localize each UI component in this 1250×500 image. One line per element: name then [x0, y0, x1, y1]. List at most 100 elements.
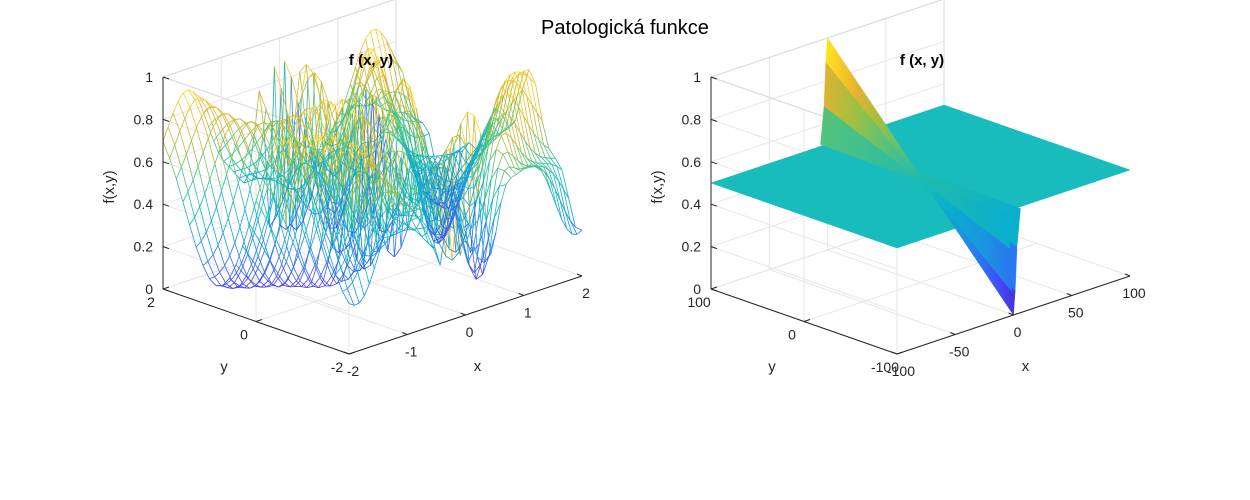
x-tick-mark: [891, 351, 898, 355]
mesh-line-y: [298, 220, 304, 248]
mesh-line-y: [241, 123, 248, 132]
mesh-line-y: [280, 151, 287, 157]
mesh-line-x: [344, 191, 352, 209]
mesh-line-y: [187, 179, 194, 193]
mesh-line-x: [500, 110, 508, 135]
mesh-line-x: [333, 163, 341, 186]
z-tick-label: 0: [145, 281, 153, 297]
mesh-line-y: [247, 268, 254, 279]
mesh-line-x: [290, 76, 299, 102]
mesh-line-x: [349, 73, 358, 99]
mesh-line-x: [322, 229, 330, 254]
mesh-line-y: [358, 206, 364, 248]
mesh-line-x: [277, 120, 285, 127]
mesh-line-y: [211, 206, 217, 221]
mesh-line-y: [464, 205, 471, 219]
mesh-line-y: [369, 209, 376, 228]
mesh-line-y: [489, 132, 495, 161]
x-tick-label: 2: [582, 285, 590, 301]
mesh-line-y: [473, 115, 480, 198]
mesh-line-x: [434, 221, 442, 236]
mesh-line-x: [346, 128, 354, 152]
mesh-line-y: [484, 160, 490, 201]
mesh-line-x: [559, 200, 568, 229]
mesh-line-y: [361, 120, 368, 136]
mesh-line-y: [470, 200, 476, 254]
mesh-line-y: [347, 158, 354, 168]
mesh-line-x: [307, 148, 315, 165]
mesh-line-y: [304, 116, 311, 157]
mesh-line-x: [420, 168, 428, 198]
mesh-line-y: [236, 130, 243, 144]
mesh-line-x: [421, 236, 429, 244]
mesh-line-y: [320, 138, 327, 145]
mesh-line-y: [278, 147, 284, 173]
mesh-line-x: [491, 106, 499, 136]
mesh-line-x: [468, 142, 476, 150]
mesh-line-y: [430, 171, 437, 220]
mesh-line-x: [269, 239, 277, 260]
mesh-line-x: [347, 288, 355, 306]
mesh-line-x: [545, 157, 553, 165]
mesh-line-y: [343, 102, 350, 133]
mesh-line-x: [501, 114, 510, 129]
mesh-line-x: [230, 148, 238, 157]
mesh-line-x: [475, 182, 484, 202]
mesh-line-x: [378, 243, 386, 252]
mesh-line-x: [337, 191, 345, 218]
mesh-line-x: [286, 242, 294, 262]
mesh-line-y: [184, 107, 191, 119]
mesh-line-x: [470, 153, 478, 156]
mesh-line-x: [400, 112, 408, 122]
mesh-line-x: [335, 120, 343, 125]
mesh-line-x: [476, 134, 485, 155]
mesh-line-y: [221, 174, 227, 192]
mesh-line-y: [222, 217, 229, 234]
mesh-line-x: [263, 121, 272, 132]
mesh-line-x: [345, 233, 353, 249]
mesh-line-y: [320, 81, 327, 123]
z-axis-label: f(x,y): [101, 170, 118, 203]
mesh-line-x: [515, 90, 523, 121]
mesh-line-x: [508, 119, 516, 129]
mesh-line-x: [392, 198, 400, 221]
mesh-line-y: [266, 148, 273, 165]
mesh-line-y: [214, 272, 220, 278]
mesh-line-x: [456, 200, 465, 228]
mesh-line-x: [316, 182, 324, 211]
mesh-line-x: [310, 150, 319, 164]
mesh-line-x: [360, 117, 368, 121]
mesh-line-x: [359, 116, 367, 119]
mesh-line-x: [454, 181, 463, 210]
mesh-line-y: [323, 260, 329, 281]
mesh-line-y: [251, 215, 258, 235]
mesh-line-y: [295, 172, 302, 185]
mesh-line-x: [469, 201, 477, 207]
mesh-line-y: [499, 170, 505, 187]
mesh-line-y: [366, 120, 373, 173]
x-tick-label: -100: [887, 363, 915, 379]
mesh-line-x: [356, 224, 364, 243]
y-tick-mark: [896, 351, 904, 355]
mesh-line-x: [218, 117, 226, 136]
mesh-line-x: [405, 196, 413, 203]
mesh-line-x: [265, 108, 273, 128]
mesh-line-x: [351, 104, 359, 109]
x-tick-mark: [1008, 312, 1014, 316]
mesh-line-x: [377, 179, 385, 203]
mesh-line-x: [302, 201, 310, 222]
mesh-line-y: [468, 115, 475, 223]
mesh-line-x: [252, 268, 261, 282]
mesh-line-y: [528, 124, 534, 134]
mesh-line-y: [310, 121, 316, 162]
mesh-line-y: [376, 89, 382, 91]
mesh-line-x: [511, 137, 519, 162]
mesh-line-y: [566, 228, 573, 235]
mesh-line-x: [330, 170, 338, 192]
mesh-line-x: [487, 104, 496, 134]
mesh-line-x: [202, 152, 211, 180]
z-axis-label: f(x,y): [649, 170, 666, 203]
mesh-line-x: [284, 61, 292, 77]
mesh-line-x: [351, 212, 360, 235]
mesh-line-x: [341, 278, 349, 282]
